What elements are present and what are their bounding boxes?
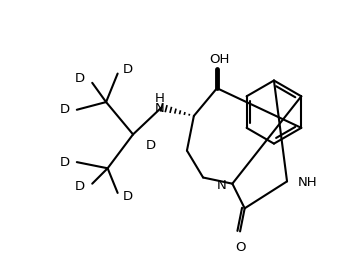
Text: D: D — [122, 189, 132, 203]
Text: OH: OH — [209, 53, 230, 66]
Text: NH: NH — [298, 176, 317, 189]
Text: O: O — [235, 241, 245, 254]
Text: N: N — [217, 179, 227, 192]
Text: D: D — [60, 156, 70, 169]
Text: D: D — [60, 103, 70, 116]
Text: D: D — [75, 180, 85, 193]
Text: D: D — [145, 139, 156, 152]
Text: D: D — [122, 63, 132, 76]
Text: D: D — [75, 72, 85, 85]
Text: H: H — [155, 92, 165, 105]
Text: N: N — [155, 102, 165, 115]
